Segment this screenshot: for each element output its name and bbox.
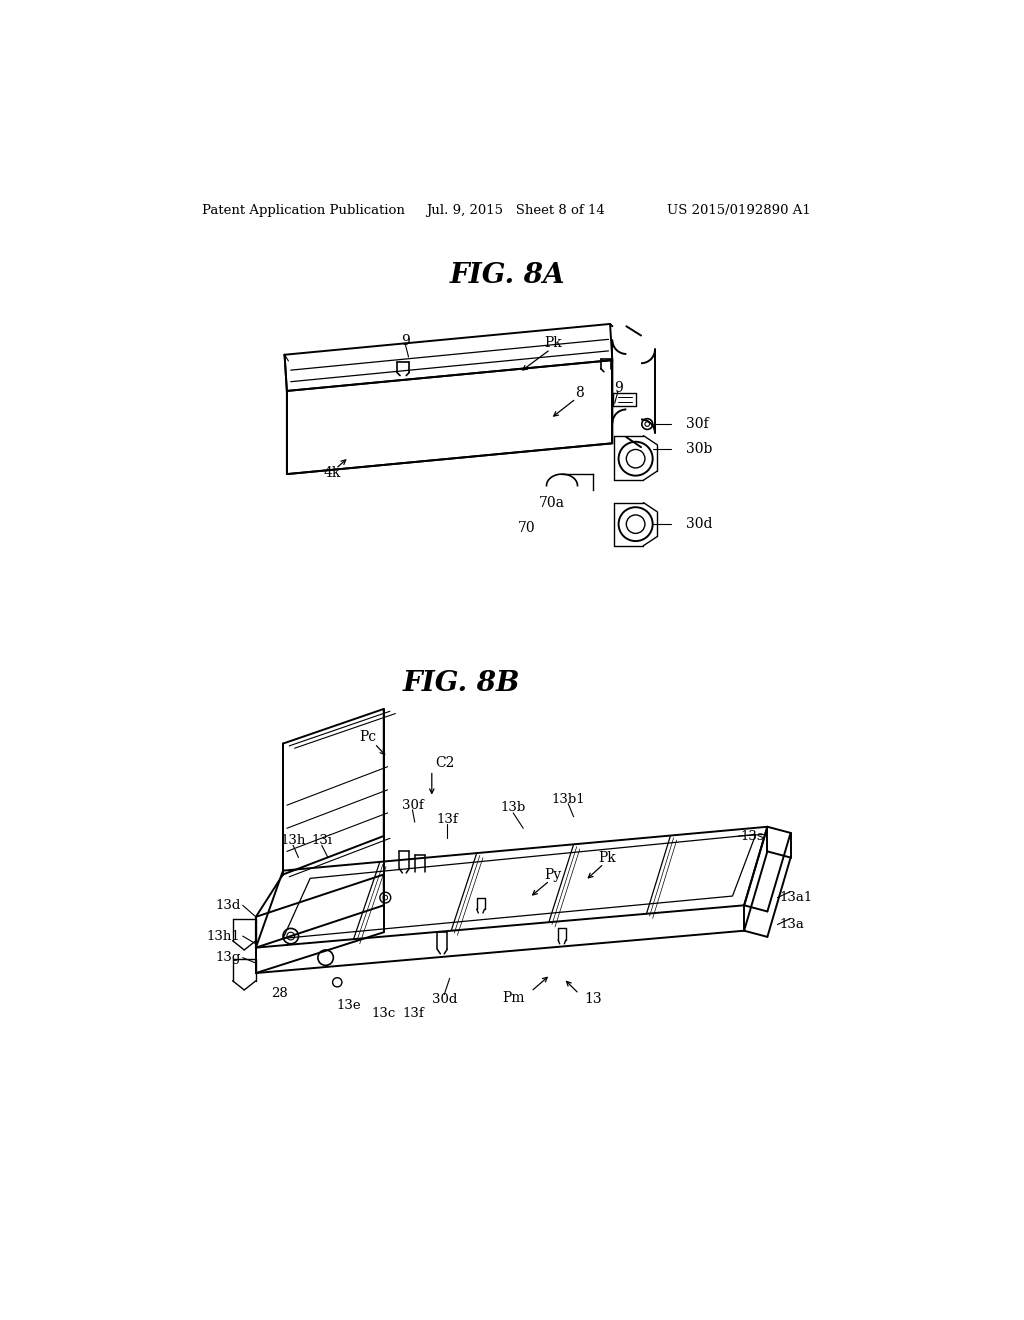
- Text: Pc: Pc: [359, 730, 377, 744]
- Text: 30f: 30f: [686, 417, 709, 432]
- Text: 30d: 30d: [686, 517, 713, 531]
- Text: 13b1: 13b1: [551, 792, 585, 805]
- Text: US 2015/0192890 A1: US 2015/0192890 A1: [667, 205, 810, 218]
- Text: 13a1: 13a1: [779, 891, 812, 904]
- Text: 13b: 13b: [501, 801, 525, 814]
- Text: FIG. 8A: FIG. 8A: [450, 261, 565, 289]
- Text: Jul. 9, 2015   Sheet 8 of 14: Jul. 9, 2015 Sheet 8 of 14: [426, 205, 605, 218]
- Text: 13: 13: [584, 993, 602, 1006]
- Text: Py: Py: [544, 867, 561, 882]
- Text: 13g: 13g: [215, 952, 241, 964]
- Text: 13s: 13s: [740, 829, 764, 842]
- Text: 70a: 70a: [539, 495, 565, 510]
- Text: 13f: 13f: [402, 1007, 424, 1019]
- Text: 13i: 13i: [311, 834, 332, 847]
- Text: 13c: 13c: [372, 1007, 396, 1019]
- Text: 9: 9: [401, 334, 410, 348]
- Text: 13f: 13f: [436, 813, 458, 825]
- Text: FIG. 8B: FIG. 8B: [402, 671, 520, 697]
- Text: Pm: Pm: [503, 991, 525, 1005]
- Text: 30b: 30b: [686, 442, 713, 457]
- Text: 13e: 13e: [337, 999, 361, 1012]
- Text: 70: 70: [518, 521, 536, 535]
- Text: 13d: 13d: [215, 899, 241, 912]
- Text: Pk: Pk: [544, 337, 561, 350]
- Text: 28: 28: [270, 987, 288, 1001]
- Text: 8: 8: [574, 387, 584, 400]
- Text: C2: C2: [435, 756, 455, 770]
- Text: Patent Application Publication: Patent Application Publication: [202, 205, 404, 218]
- Text: 13a: 13a: [779, 917, 804, 931]
- Text: Pk: Pk: [598, 850, 615, 865]
- Text: 13h: 13h: [281, 834, 306, 847]
- Text: 4k: 4k: [324, 466, 341, 479]
- Text: 13h1: 13h1: [207, 929, 241, 942]
- Text: 30d: 30d: [431, 993, 457, 1006]
- Text: 9: 9: [614, 381, 623, 395]
- Text: 30f: 30f: [401, 799, 423, 812]
